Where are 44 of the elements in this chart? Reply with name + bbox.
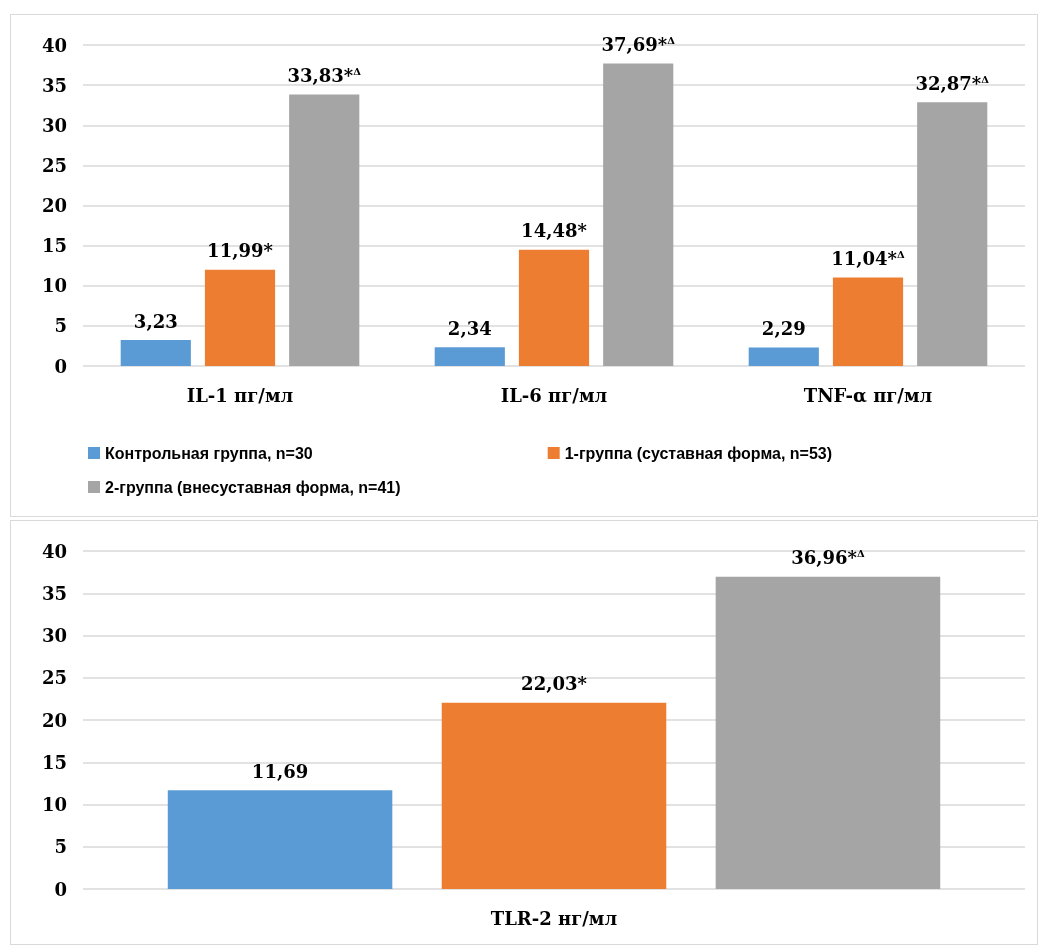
bar	[204, 269, 276, 366]
bar	[289, 94, 360, 366]
data-label: 14,48*	[521, 220, 588, 242]
bar	[603, 63, 674, 366]
y-tick-label: 20	[41, 195, 67, 216]
bar	[715, 576, 941, 889]
y-tick-label: 0	[54, 878, 67, 900]
bar	[441, 702, 667, 889]
bar	[748, 347, 819, 366]
y-tick-label: 20	[41, 709, 67, 731]
y-tick-label: 0	[54, 355, 67, 377]
y-tick-label: 35	[41, 582, 67, 604]
data-label: 3,23	[133, 310, 178, 332]
legend-label: 1-группа (суставная форма, n=53)	[564, 444, 833, 462]
bar	[167, 790, 393, 889]
y-tick-label: 30	[41, 625, 67, 646]
x-tick-label: TLR-2 нг/мл	[490, 907, 618, 929]
data-label: 11,69	[251, 760, 309, 782]
data-label: 22,03*	[521, 673, 588, 695]
bar	[518, 249, 590, 366]
bar	[917, 102, 988, 366]
y-tick-label: 40	[41, 34, 67, 56]
bar	[832, 277, 904, 366]
data-label: 11,99*	[207, 240, 274, 262]
legend-label: Контрольная группа, n=30	[105, 444, 313, 462]
y-tick-label: 10	[41, 275, 67, 297]
x-tick-label: TNF-α пг/мл	[803, 384, 933, 406]
data-label: 2,29	[761, 318, 806, 340]
y-tick-label: 15	[41, 751, 67, 773]
y-tick-label: 5	[54, 315, 67, 337]
data-label: 2,34	[447, 317, 492, 339]
bar	[434, 347, 505, 366]
y-tick-label: 25	[41, 154, 67, 176]
y-tick-label: 10	[41, 794, 67, 815]
legend-label: 2-группа (внесуставная форма, n=41)	[105, 478, 401, 496]
bar	[120, 340, 191, 366]
x-tick-label: IL-1 пг/мл	[186, 384, 294, 406]
y-tick-label: 40	[41, 540, 67, 562]
y-tick-label: 30	[41, 114, 67, 136]
y-tick-label: 15	[41, 235, 67, 257]
y-tick-label: 25	[41, 667, 67, 689]
x-tick-label: IL-6 пг/мл	[500, 384, 608, 406]
y-tick-label: 35	[41, 74, 67, 96]
y-tick-label: 5	[54, 836, 67, 858]
